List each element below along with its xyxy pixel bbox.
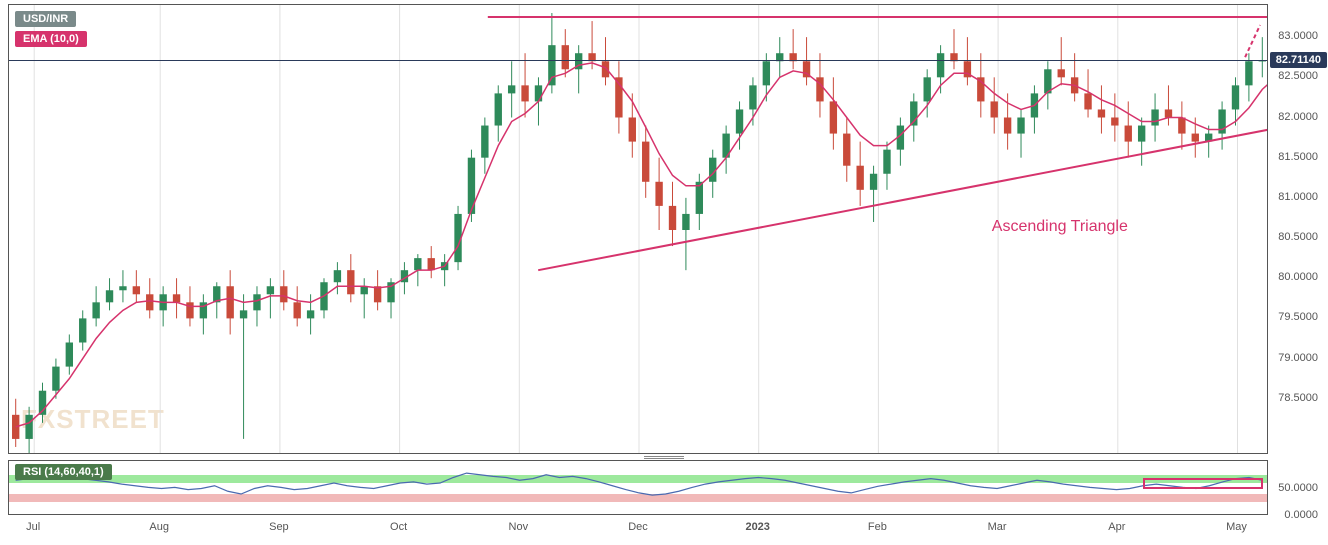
x-tick-label: Sep xyxy=(269,521,289,533)
chart-container: USD/INR EMA (10,0) FXSTREET Ascending Tr… xyxy=(0,0,1328,545)
rsi-highlight-box xyxy=(1143,478,1263,489)
y-tick-label: 78.5000 xyxy=(1278,392,1318,404)
y-tick-label: 79.5000 xyxy=(1278,311,1318,323)
y-tick-label: 83.0000 xyxy=(1278,30,1318,42)
current-price-box: 82.71140 xyxy=(1270,52,1327,68)
pattern-annotation: Ascending Triangle xyxy=(992,218,1128,236)
x-tick-label: May xyxy=(1226,521,1247,533)
y-tick-label: 82.0000 xyxy=(1278,111,1318,123)
x-tick-label: Aug xyxy=(149,521,169,533)
price-y-axis: 78.5000 79.0000 79.5000 80.0000 80.5000 81.00… xyxy=(1260,4,1318,454)
rsi-badge: RSI (14,60,40,1) xyxy=(15,464,112,480)
pane-divider-handle[interactable] xyxy=(644,455,684,460)
rsi-y-tick-label: 50.0000 xyxy=(1278,482,1318,494)
main-price-chart[interactable]: USD/INR EMA (10,0) FXSTREET Ascending Tr… xyxy=(8,4,1268,454)
rsi-y-tick-label: 0.0000 xyxy=(1284,509,1318,521)
y-tick-label: 81.5000 xyxy=(1278,151,1318,163)
time-x-axis: Jul Aug Sep Oct Nov Dec 2023 Feb Mar Apr May xyxy=(8,521,1268,541)
pair-badge: USD/INR xyxy=(15,11,76,27)
y-tick-label: 79.0000 xyxy=(1278,352,1318,364)
x-tick-label: Nov xyxy=(509,521,529,533)
rsi-chart[interactable]: RSI (14,60,40,1) xyxy=(8,460,1268,515)
x-tick-label: Dec xyxy=(628,521,648,533)
y-tick-label: 80.0000 xyxy=(1278,271,1318,283)
x-tick-label: 2023 xyxy=(745,521,769,533)
y-tick-label: 81.0000 xyxy=(1278,191,1318,203)
x-tick-label: Mar xyxy=(988,521,1007,533)
rsi-y-axis: 0.000050.0000 xyxy=(1260,460,1318,515)
y-tick-label: 80.5000 xyxy=(1278,231,1318,243)
x-tick-label: Oct xyxy=(390,521,407,533)
x-tick-label: Feb xyxy=(868,521,887,533)
y-tick-label: 82.5000 xyxy=(1278,70,1318,82)
ema-badge: EMA (10,0) xyxy=(15,31,87,47)
x-tick-label: Apr xyxy=(1108,521,1125,533)
x-tick-label: Jul xyxy=(26,521,40,533)
